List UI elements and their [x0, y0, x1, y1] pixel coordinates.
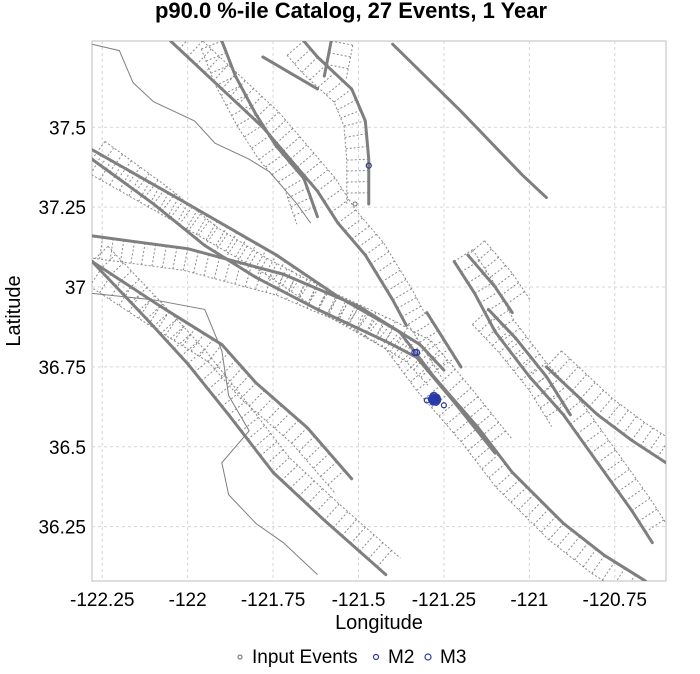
event-point: [352, 201, 358, 207]
fault-dip-edge: [345, 45, 354, 81]
fault-trace: [92, 157, 497, 455]
fault-trace: [486, 307, 572, 417]
coastline: [92, 43, 312, 224]
fault-dip-rung: [170, 41, 172, 42]
legend-label: Input Events: [252, 647, 358, 668]
x-tick-label: -121: [510, 590, 548, 611]
legend: Input Events M2 M3: [237, 647, 466, 668]
event-point: [433, 394, 442, 403]
event-point: [440, 402, 448, 409]
y-tick-label: 37.5: [49, 118, 86, 139]
fault-dip-edge: [104, 141, 513, 440]
fault-trace: [452, 259, 654, 545]
x-tick-label: -122: [169, 590, 207, 611]
basemap: [92, 41, 666, 581]
legend-marker: [424, 653, 432, 661]
plot-area: [91, 40, 667, 582]
fault-trace: [544, 365, 666, 465]
chart-title: p90.0 %-ile Catalog, 27 Events, 1 Year: [155, 0, 548, 23]
legend-label: M2: [388, 647, 414, 668]
fault-trace: [261, 55, 319, 91]
y-tick-label: 36.75: [38, 358, 86, 379]
y-tick-label: 36.5: [49, 438, 86, 459]
fault-trace: [169, 41, 408, 327]
gridlines: [92, 41, 666, 581]
event-points: [352, 162, 448, 409]
event-point: [412, 348, 421, 357]
x-tick-label: -121.5: [332, 590, 386, 611]
x-axis-label: Longitude: [335, 612, 423, 634]
fault-trace: [302, 41, 371, 206]
fault-dip-edge: [286, 54, 348, 204]
legend-marker: [237, 654, 243, 660]
legend-label: M3: [440, 647, 466, 668]
x-axis-ticks: -122.25 -122 -121.75 -121.5 -121.25 -121 -120.…: [70, 590, 647, 611]
fault-trace: [466, 253, 514, 315]
x-tick-label: -122.25: [70, 590, 134, 611]
coastline-bay: [92, 292, 318, 575]
fault-trace: [92, 259, 388, 577]
y-axis-label: Latitude: [3, 275, 25, 346]
fault-trace: [220, 41, 319, 219]
y-axis-ticks: 36.25 36.5 36.75 37 37.25 37.5: [38, 118, 86, 538]
x-tick-label: -121.25: [412, 590, 476, 611]
fault-trace: [391, 42, 548, 200]
fault-trace: [425, 311, 463, 369]
fault-dip-edge: [200, 48, 298, 225]
legend-marker: [372, 653, 380, 661]
fault-dip-rung: [92, 149, 93, 151]
y-tick-label: 37.25: [38, 198, 86, 219]
event-point: [365, 162, 372, 169]
x-tick-label: -121.75: [241, 590, 305, 611]
y-tick-label: 37: [65, 278, 86, 299]
fault-trace: [92, 259, 354, 481]
fault-dip-edge: [202, 41, 427, 316]
fault-trace: [322, 41, 333, 78]
x-tick-label: -120.75: [583, 590, 647, 611]
y-tick-label: 36.25: [38, 518, 86, 539]
